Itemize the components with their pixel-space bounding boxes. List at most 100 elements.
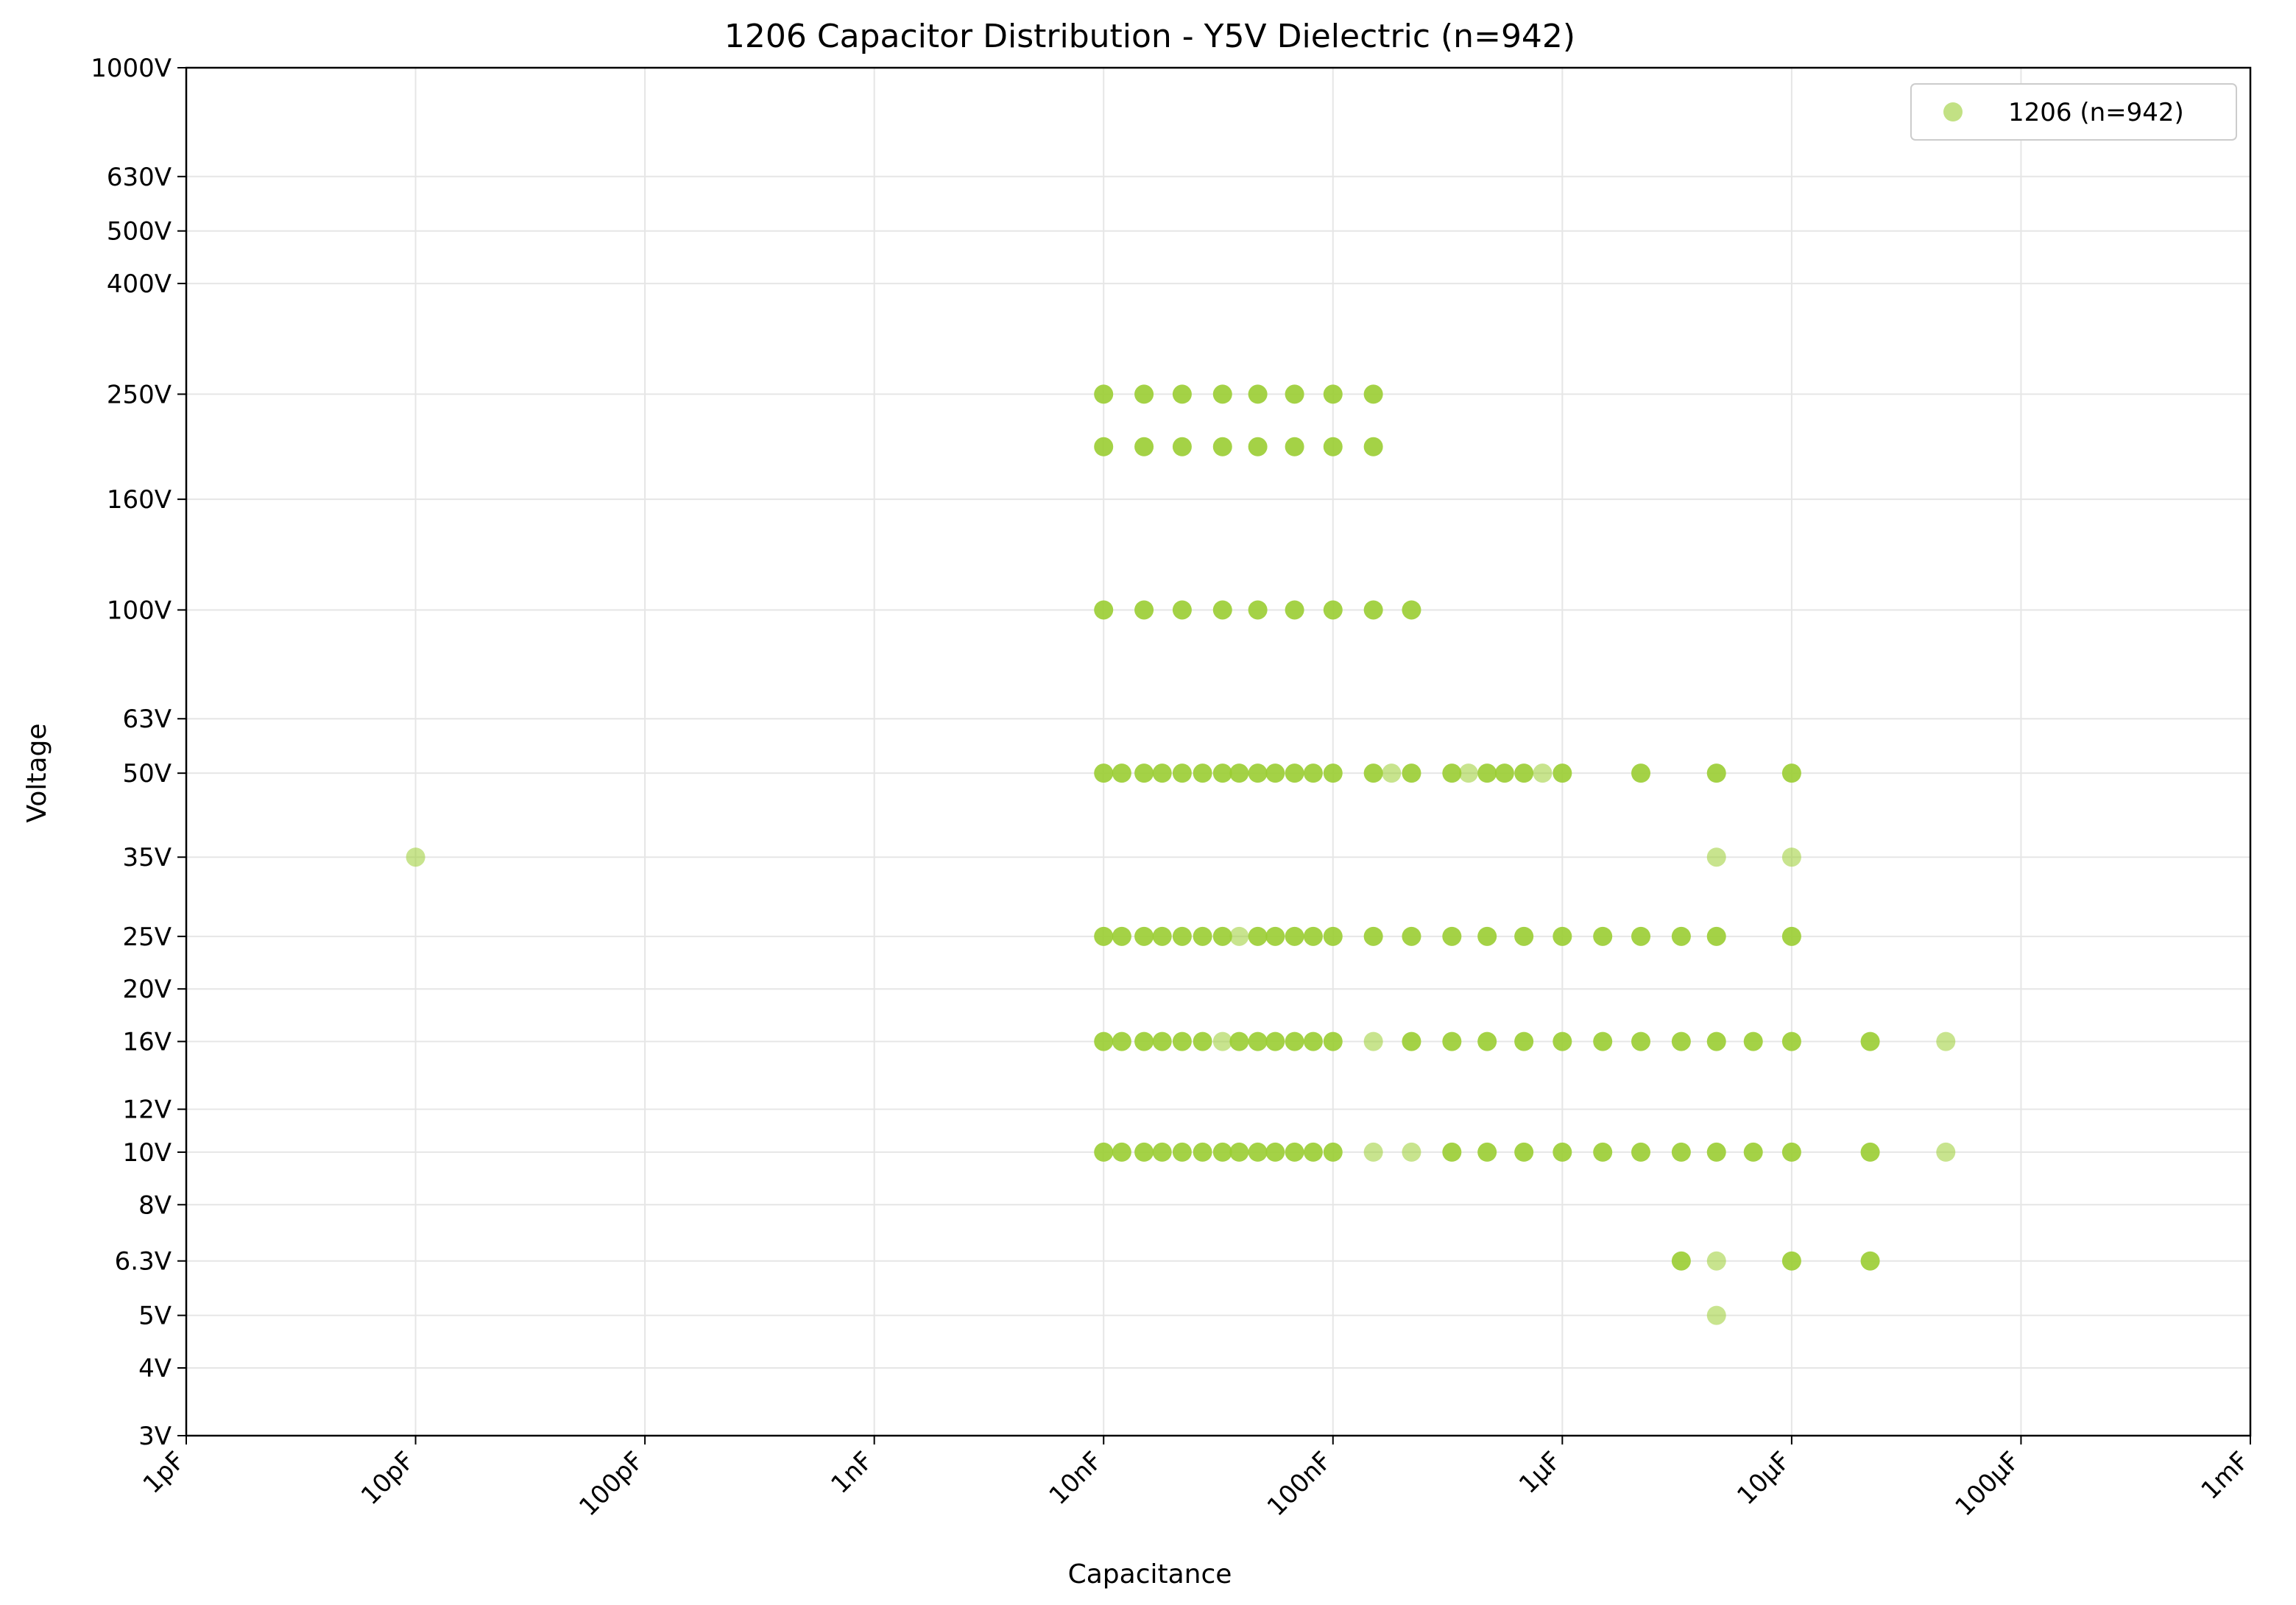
data-point [1212, 437, 1232, 456]
legend-label: 1206 (n=942) [2008, 98, 2184, 127]
data-point [1514, 1031, 1534, 1051]
data-point [1285, 1031, 1304, 1051]
data-point [1248, 384, 1268, 404]
data-point [1706, 1305, 1726, 1325]
data-point [1212, 763, 1232, 783]
data-point [1936, 1031, 1956, 1051]
data-point [1593, 1142, 1613, 1162]
data-point [1248, 1031, 1268, 1051]
data-point [1134, 437, 1154, 456]
data-point [1477, 1031, 1497, 1051]
legend-marker [1943, 102, 1963, 121]
data-point [1303, 1142, 1323, 1162]
data-point [1402, 763, 1421, 783]
data-point [1936, 1142, 1956, 1162]
data-point [1229, 1142, 1249, 1162]
data-point [1212, 384, 1232, 404]
data-point [1285, 926, 1304, 946]
y-tick-label: 5V [138, 1302, 172, 1331]
chart-title: 1206 Capacitor Distribution - Y5V Dielec… [724, 18, 1575, 55]
data-point [1285, 384, 1304, 404]
data-point [1134, 600, 1154, 620]
data-point [1193, 763, 1212, 783]
data-point [1212, 600, 1232, 620]
plot-frame [185, 66, 2252, 1437]
data-point [1094, 926, 1114, 946]
data-point [1323, 1031, 1343, 1051]
data-point [1458, 763, 1478, 783]
y-tick-label: 3V [138, 1422, 172, 1451]
data-point [1248, 1142, 1268, 1162]
data-point [1285, 763, 1304, 783]
data-point [1593, 926, 1613, 946]
data-point [1671, 1031, 1691, 1051]
data-point [1363, 926, 1383, 946]
data-point [1323, 763, 1343, 783]
data-point [1706, 1251, 1726, 1271]
data-point [1285, 437, 1304, 456]
legend-box [1910, 83, 2237, 141]
data-point [1631, 926, 1651, 946]
data-point [1094, 437, 1114, 456]
data-point [1265, 926, 1285, 946]
data-point [1743, 1031, 1763, 1051]
data-point [1781, 847, 1801, 867]
data-point [1303, 926, 1323, 946]
data-point [1706, 763, 1726, 783]
data-point [1265, 1031, 1285, 1051]
data-point [1134, 763, 1154, 783]
data-point [1593, 1031, 1613, 1051]
data-point [1514, 1142, 1534, 1162]
data-point [1172, 763, 1192, 783]
data-point [1193, 926, 1212, 946]
data-point [1265, 1142, 1285, 1162]
data-point [1094, 763, 1114, 783]
y-tick-label: 630V [107, 163, 172, 192]
y-tick-label: 1000V [91, 54, 172, 83]
data-point [1323, 926, 1343, 946]
data-point [1494, 763, 1514, 783]
data-point [1112, 926, 1131, 946]
data-point [1323, 437, 1343, 456]
data-point [1553, 763, 1572, 783]
data-point [1781, 1031, 1801, 1051]
data-point [1442, 926, 1462, 946]
data-point [1229, 1031, 1249, 1051]
y-tick-label: 63V [122, 705, 172, 734]
data-point [1172, 1031, 1192, 1051]
data-point [1248, 926, 1268, 946]
data-point [1781, 763, 1801, 783]
data-point [1212, 1142, 1232, 1162]
data-point [1193, 1142, 1212, 1162]
y-tick-label: 12V [122, 1096, 172, 1125]
data-point [1402, 600, 1421, 620]
data-point [1442, 1031, 1462, 1051]
data-point [1631, 763, 1651, 783]
data-points [406, 384, 1956, 1325]
data-point [1248, 600, 1268, 620]
y-tick-label: 8V [138, 1190, 172, 1220]
data-point [1706, 1031, 1726, 1051]
x-axis-label: Capacitance [1068, 1559, 1232, 1590]
data-point [1112, 1031, 1131, 1051]
data-point [1743, 1142, 1763, 1162]
data-point [1193, 1031, 1212, 1051]
y-tick-label: 160V [107, 485, 172, 515]
data-point [1706, 1142, 1726, 1162]
data-point [1172, 1142, 1192, 1162]
data-point [1442, 763, 1462, 783]
data-point [1363, 384, 1383, 404]
data-point [1152, 1142, 1172, 1162]
data-point [1323, 600, 1343, 620]
data-point [1094, 1142, 1114, 1162]
data-point [1303, 1031, 1323, 1051]
data-point [1229, 763, 1249, 783]
data-point [1285, 600, 1304, 620]
data-point [1363, 600, 1383, 620]
data-point [1442, 1142, 1462, 1162]
y-axis-ticks: 3V 4V 5V 6.3V 8V 10V 12V 16V 20V 25V 35V 50V 63V 100V… [91, 54, 186, 1451]
y-tick-label: 50V [122, 759, 172, 789]
data-point [1860, 1142, 1880, 1162]
